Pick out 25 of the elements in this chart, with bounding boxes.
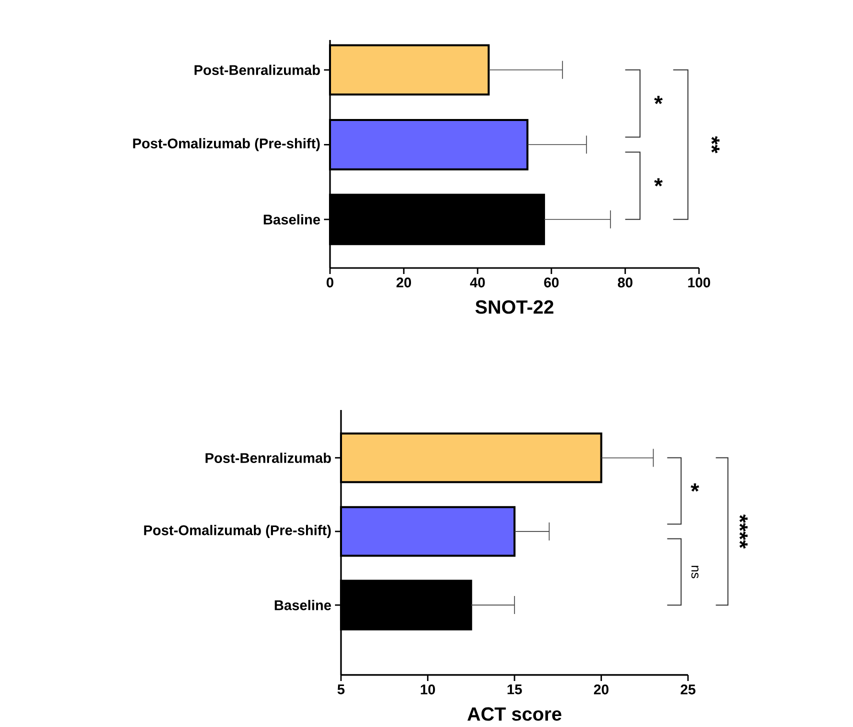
- x-axis-title: SNOT-22: [475, 300, 554, 314]
- text: ****: [739, 514, 748, 549]
- annotation: *: [654, 96, 663, 104]
- y-tick-label: Baseline: [264, 214, 320, 225]
- x-tick-label: 40: [470, 278, 485, 288]
- x-tick-label: 10: [420, 684, 435, 694]
- y-tick-label: Post-Benralizumab: [206, 452, 331, 463]
- text: **: [711, 136, 720, 154]
- x-tick-label: 20: [396, 278, 412, 288]
- x-tick-label: 60: [544, 278, 559, 288]
- x-tick-label: 0: [326, 278, 334, 288]
- y-tick-label: Post-Omalizumab (Pre-shift): [144, 524, 331, 538]
- y-tick-label: Post-Omalizumab (Pre-shift): [133, 138, 320, 152]
- text: *: [690, 483, 700, 492]
- x-tick-label: 20: [594, 684, 608, 694]
- text: ns: [691, 566, 698, 578]
- x-tick-label: 15: [508, 684, 522, 694]
- y-tick-label: Post-Benralizumab: [194, 64, 320, 76]
- annotation: *: [654, 178, 663, 186]
- x-tick-label: 5: [338, 684, 345, 694]
- x-axis-title: ACT score: [467, 707, 562, 721]
- x-tick-label: 80: [618, 278, 632, 288]
- x-tick-label: 25: [680, 684, 696, 694]
- x-tick-label: 100: [688, 278, 710, 288]
- y-tick-label: Baseline: [274, 600, 331, 610]
